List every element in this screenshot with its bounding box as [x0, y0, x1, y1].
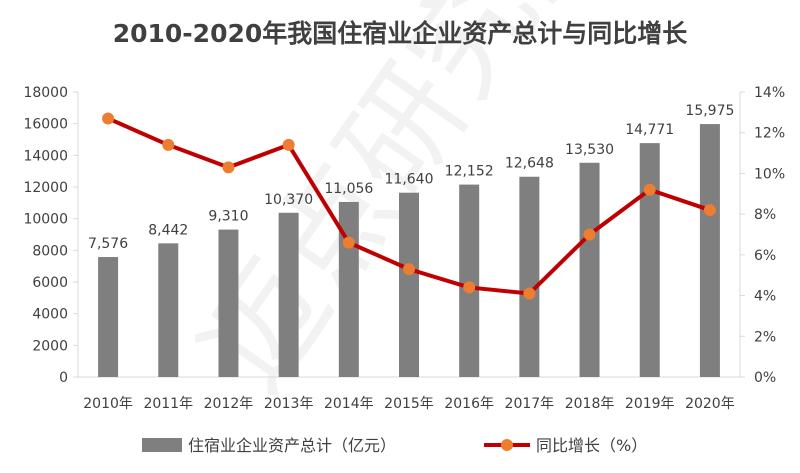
left-tick-label: 2000 [32, 338, 68, 354]
x-tick-label: 2019年 [625, 396, 675, 412]
bar [158, 243, 179, 377]
bar-value-label: 10,370 [264, 192, 313, 208]
growth-point [282, 138, 295, 151]
bar [218, 229, 239, 377]
bar-value-label: 11,056 [324, 181, 373, 197]
bar-value-label: 7,576 [88, 236, 128, 252]
legend-line-marker [501, 439, 513, 451]
bar [519, 176, 540, 377]
legend-bar-swatch [142, 438, 182, 452]
left-tick-label: 6000 [32, 275, 68, 291]
bar [98, 257, 119, 377]
right-tick-label: 6% [754, 248, 776, 264]
growth-point [342, 236, 355, 249]
growth-point [222, 161, 235, 174]
bar [399, 192, 419, 377]
growth-point [703, 204, 716, 217]
growth-point [583, 228, 596, 241]
left-tick-label: 12000 [23, 180, 68, 196]
right-tick-label: 0% [754, 370, 776, 386]
x-tick-label: 2016年 [444, 396, 494, 412]
growth-point [162, 138, 175, 151]
bar [699, 124, 720, 377]
x-tick-label: 2014年 [324, 396, 374, 412]
x-tick-label: 2018年 [565, 396, 615, 412]
right-tick-label: 4% [754, 289, 776, 305]
right-tick-label: 12% [754, 126, 785, 142]
growth-point [463, 281, 476, 294]
growth-point [643, 183, 656, 196]
bar [459, 184, 480, 377]
x-tick-label: 2013年 [264, 396, 314, 412]
bar-data-labels: 7,576 8,442 9,310 10,370 11,056 11,640 12,152 1… [88, 103, 734, 252]
axes: 0 2000 4000 6000 8000 10000 12000 14000 16000 180… [23, 85, 785, 412]
right-tick-label: 10% [754, 166, 785, 182]
x-tick-label: 2015年 [384, 396, 434, 412]
bar [278, 212, 299, 377]
left-tick-label: 4000 [32, 307, 68, 323]
x-tick-label: 2017年 [505, 396, 555, 412]
line-series [102, 112, 716, 300]
growth-point [403, 263, 415, 276]
left-tick-label: 14000 [23, 148, 68, 164]
x-tick-label: 2020年 [685, 396, 735, 412]
legend-bar-label: 住宿业企业资产总计（亿元） [188, 436, 396, 455]
bar-value-label: 11,640 [385, 172, 434, 188]
legend: 住宿业企业资产总计（亿元） 同比增长（%） [142, 436, 647, 455]
bar-value-label: 13,530 [565, 142, 614, 158]
growth-point [523, 287, 536, 300]
bar-value-label: 8,442 [148, 222, 188, 238]
chart-title: 2010-2020年我国住宿业企业资产总计与同比增长 [113, 19, 689, 48]
bar-value-label: 9,310 [208, 209, 248, 225]
left-tick-label: 0 [59, 370, 68, 386]
legend-line-label: 同比增长（%） [536, 436, 647, 455]
bar-value-label: 14,771 [625, 122, 674, 138]
x-tick-label: 2010年 [83, 396, 133, 412]
right-tick-label: 2% [754, 329, 776, 345]
left-tick-label: 16000 [23, 117, 68, 133]
x-tick-label: 2011年 [143, 396, 193, 412]
right-tick-label: 14% [754, 85, 785, 101]
right-tick-label: 8% [754, 207, 776, 223]
bar-value-label: 15,975 [685, 103, 734, 119]
left-tick-label: 10000 [23, 212, 68, 228]
bar-series [98, 124, 720, 377]
x-tick-label: 2012年 [204, 396, 254, 412]
left-tick-label: 18000 [23, 85, 68, 101]
left-tick-label: 8000 [32, 243, 68, 259]
bar-value-label: 12,648 [505, 156, 554, 172]
bar [639, 143, 660, 377]
growth-point [102, 112, 115, 125]
bar [579, 162, 600, 377]
bar-value-label: 12,152 [445, 164, 494, 180]
